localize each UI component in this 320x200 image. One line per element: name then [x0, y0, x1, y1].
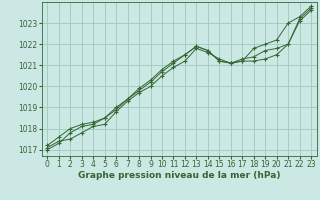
X-axis label: Graphe pression niveau de la mer (hPa): Graphe pression niveau de la mer (hPa): [78, 171, 280, 180]
